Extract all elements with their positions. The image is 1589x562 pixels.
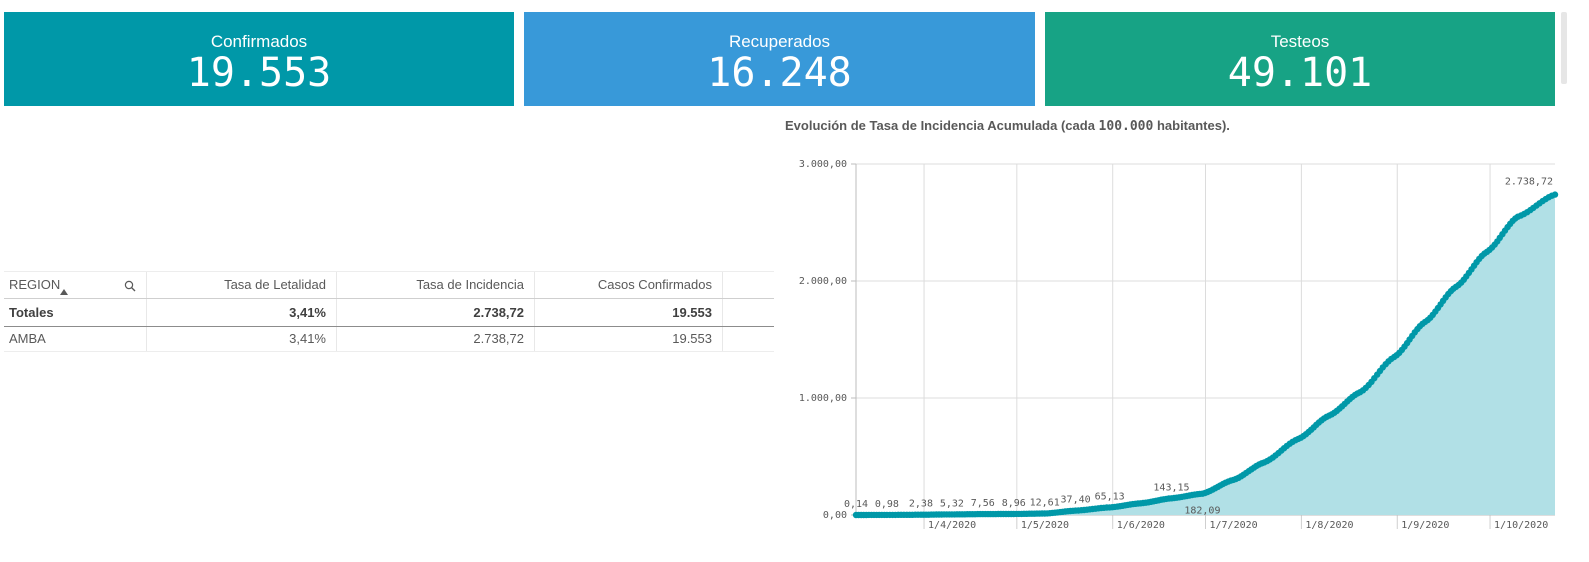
chart-title-number: 100.000: [1098, 119, 1154, 134]
data-label: 0,98: [875, 499, 899, 510]
kpi-confirmados[interactable]: Confirmados 19.553: [4, 12, 514, 106]
totals-row: Totales 3,41% 2.738,72 19.553: [4, 299, 774, 327]
confirmados-cell: 19.553: [535, 327, 723, 351]
kpi-label: Testeos: [1270, 32, 1330, 51]
column-header-incidencia[interactable]: Tasa de Incidencia: [337, 272, 535, 298]
data-label: 7,56: [971, 498, 995, 509]
totals-label: Totales: [4, 299, 147, 326]
data-point: [1551, 191, 1559, 198]
table-row[interactable]: AMBA 3,41% 2.738,72 19.553: [4, 327, 774, 352]
column-header-confirmados[interactable]: Casos Confirmados: [535, 272, 723, 298]
data-label: 5,32: [940, 498, 964, 509]
x-tick-label: 1/7/2020: [1210, 520, 1258, 531]
data-label: 8,96: [1002, 498, 1026, 509]
kpi-value: 49.101: [1227, 50, 1373, 96]
kpi-label: Confirmados: [210, 32, 308, 51]
kpi-testeos[interactable]: Testeos 49.101: [1045, 12, 1555, 106]
incidencia-cell: 2.738,72: [337, 327, 535, 351]
data-label: 143,15: [1153, 482, 1189, 493]
data-label: 2,38: [909, 499, 933, 510]
area-fill: [856, 194, 1555, 515]
totals-letalidad: 3,41%: [147, 299, 337, 326]
column-header-letalidad[interactable]: Tasa de Letalidad: [147, 272, 337, 298]
data-label: 0,14: [844, 499, 868, 510]
x-tick-label: 1/10/2020: [1494, 520, 1548, 531]
scrollbar[interactable]: [1561, 12, 1567, 84]
kpi-value: 19.553: [186, 50, 332, 96]
y-tick-label: 0,00: [823, 510, 847, 521]
x-tick-label: 1/6/2020: [1117, 520, 1165, 531]
kpi-recuperados[interactable]: Recuperados 16.248: [524, 12, 1035, 106]
data-label: 65,13: [1095, 491, 1125, 502]
kpi-value: 16.248: [707, 50, 852, 96]
x-tick-label: 1/8/2020: [1305, 520, 1353, 531]
y-tick-label: 2.000,00: [799, 276, 847, 287]
data-label: 2.738,72: [1505, 177, 1553, 188]
search-icon[interactable]: [124, 280, 136, 292]
table-header-row: REGION Tasa de Letalidad Tasa de Inciden…: [4, 271, 774, 299]
y-tick-label: 1.000,00: [799, 393, 847, 404]
incidence-area-chart[interactable]: 0,00 1.000,00 2.000,00 3.000,00 1/4/2020 1/5/…: [780, 150, 1560, 540]
totals-confirmados: 19.553: [535, 299, 723, 326]
column-header-label: REGION: [9, 277, 61, 292]
chart-title: Evolución de Tasa de Incidencia Acumulad…: [785, 118, 1230, 134]
sort-ascending-icon[interactable]: [60, 289, 68, 295]
x-tick-label: 1/5/2020: [1021, 520, 1069, 531]
y-tick-label: 3.000,00: [799, 159, 847, 170]
region-cell[interactable]: AMBA: [4, 327, 147, 351]
x-tick-label: 1/9/2020: [1401, 520, 1449, 531]
data-label: 12,61: [1030, 498, 1060, 509]
region-table: REGION Tasa de Letalidad Tasa de Inciden…: [4, 271, 774, 352]
totals-incidencia: 2.738,72: [337, 299, 535, 326]
column-header-empty: [723, 272, 774, 298]
empty-cell: [723, 327, 774, 351]
kpi-label: Recuperados: [728, 32, 831, 51]
letalidad-cell: 3,41%: [147, 327, 337, 351]
x-tick-label: 1/4/2020: [928, 520, 976, 531]
chart-title-prefix: Evolución de Tasa de Incidencia Acumulad…: [785, 118, 1099, 133]
chart-title-suffix: habitantes).: [1153, 118, 1230, 133]
totals-empty: [723, 299, 774, 326]
column-header-region[interactable]: REGION: [4, 272, 147, 298]
data-label: 182,09: [1184, 506, 1220, 517]
data-label: 37,40: [1061, 495, 1091, 506]
